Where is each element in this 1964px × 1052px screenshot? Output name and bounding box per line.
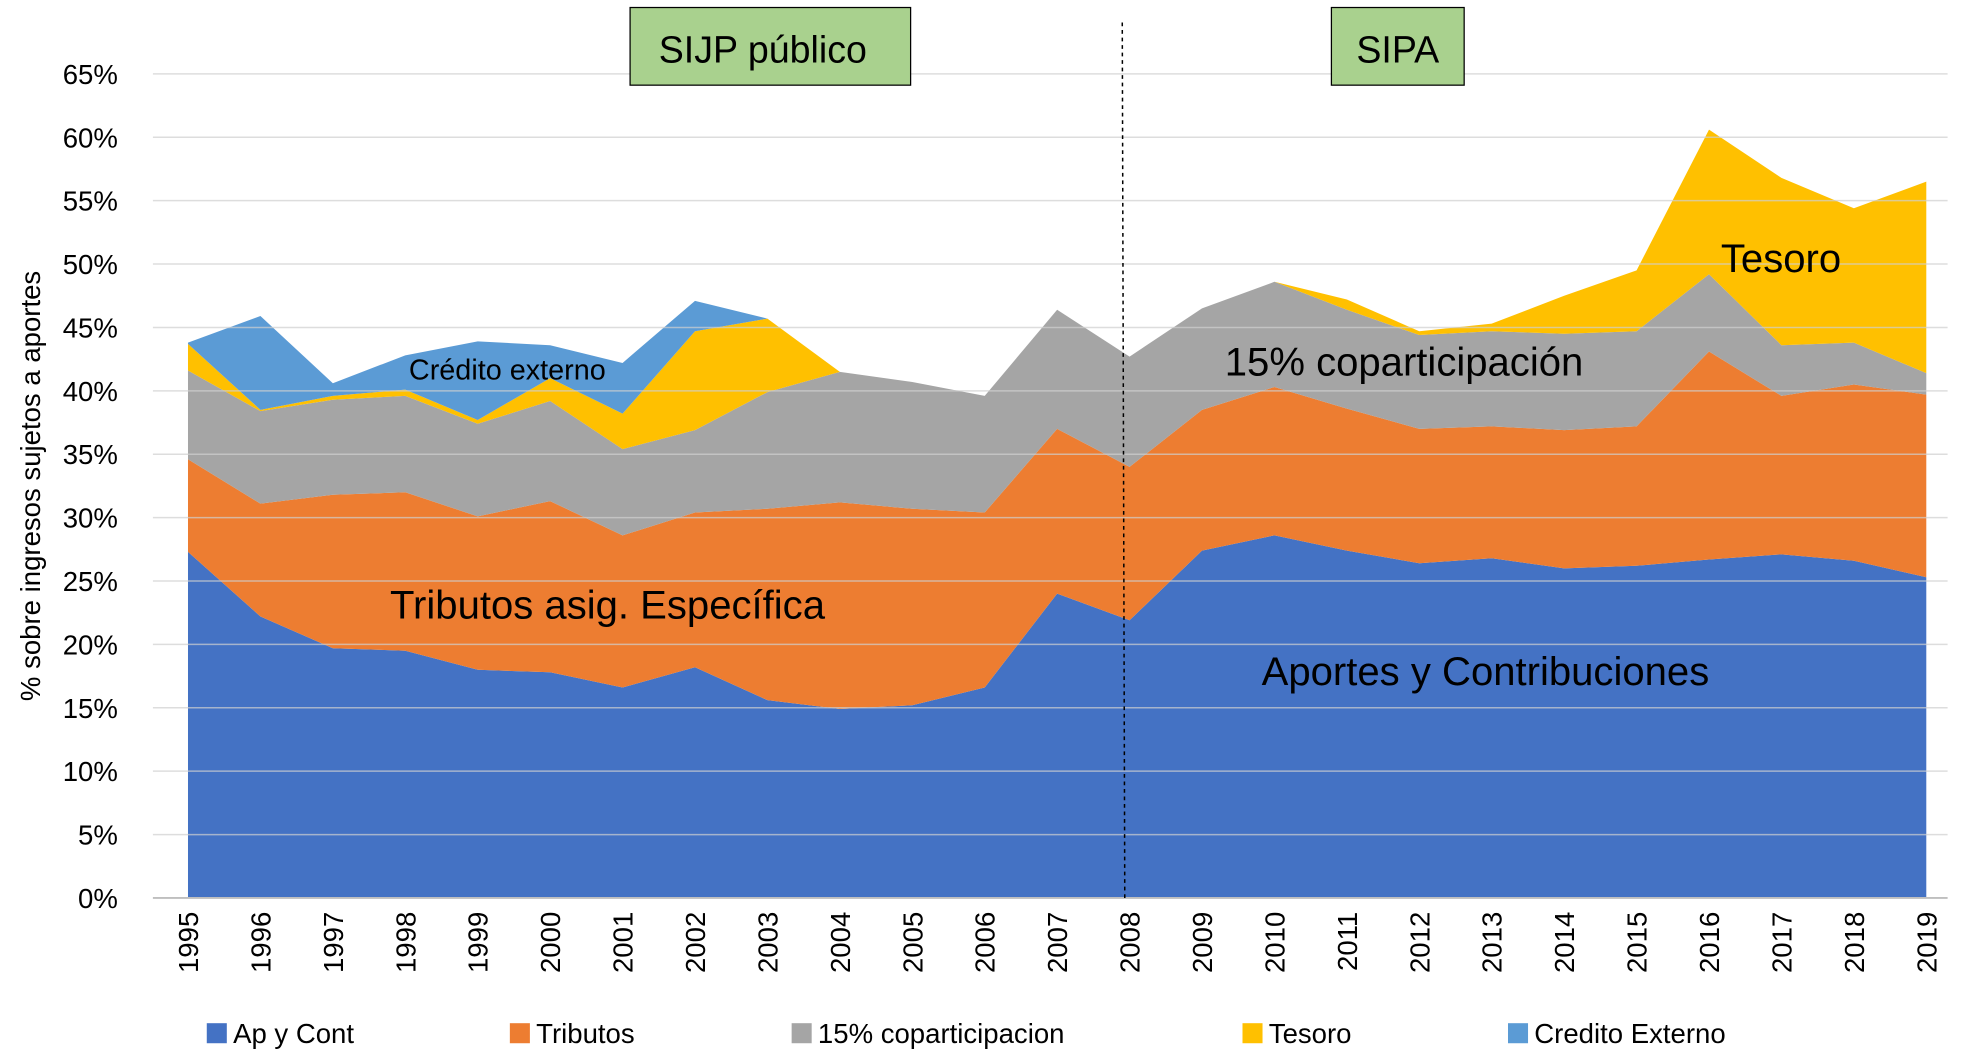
x-tick-label: 2009: [1187, 912, 1218, 973]
area: [187, 351, 1927, 710]
x-tick-label: 1998: [390, 912, 421, 973]
y-tick-label: 55%: [63, 186, 118, 217]
legend-swatch: [791, 1023, 812, 1044]
x-tick-label: 2004: [825, 912, 856, 973]
legend-label: Tesoro: [1269, 1018, 1352, 1049]
y-tick-label: 15%: [63, 693, 118, 724]
area: [187, 535, 1927, 898]
legend-label: 15% coparticipacion: [818, 1018, 1065, 1049]
area: [187, 129, 1927, 450]
x-tick-label: 2015: [1622, 912, 1653, 973]
x-tick-label: 2003: [752, 912, 783, 973]
annotation: Crédito externo: [409, 354, 606, 386]
x-tick-label: 2011: [1332, 912, 1363, 971]
x-tick-label: 2001: [608, 912, 639, 973]
x-tick-label: 2008: [1115, 912, 1146, 973]
x-tick-label: 2012: [1404, 912, 1435, 973]
divider: [1121, 22, 1126, 898]
legend-swatch: [206, 1023, 227, 1044]
legend-swatch: [1508, 1023, 1529, 1044]
x-tick-label: 2014: [1549, 912, 1580, 973]
x-tick-label: 1996: [245, 912, 276, 973]
annotation: Tributos asig. Específica: [390, 584, 826, 628]
annotation: SIPA: [1356, 29, 1439, 71]
x-tick-label: 2018: [1839, 912, 1870, 973]
legend-label: Tributos: [536, 1018, 635, 1049]
y-tick-label: 60%: [63, 122, 118, 153]
y-tick-label: 35%: [63, 439, 118, 470]
legend-swatch: [509, 1023, 530, 1044]
annotation: Aportes y Contribuciones: [1262, 650, 1710, 694]
annotation-box: [629, 6, 912, 86]
y-tick-label: 30%: [63, 503, 118, 534]
annotation: Tesoro: [1721, 237, 1841, 281]
y-tick-label: 10%: [63, 756, 118, 787]
y-tick-label: 5%: [78, 820, 118, 851]
y-tick-label: 25%: [63, 566, 118, 597]
y-tick-label: 50%: [63, 249, 118, 280]
x-tick-label: 2013: [1477, 912, 1508, 973]
areas: [187, 129, 1927, 898]
x-tick-label: 2010: [1259, 912, 1290, 973]
x-tick-label: 2007: [1042, 912, 1073, 973]
y-tick-label: 65%: [63, 59, 118, 90]
y-tick-label: 0%: [78, 883, 118, 914]
legend-label: Ap y Cont: [233, 1018, 354, 1049]
x-tick-label: 2019: [1911, 912, 1942, 973]
x-tick-label: 2017: [1766, 912, 1797, 973]
x-tick-label: 1997: [318, 912, 349, 973]
x-tick-label: 2006: [970, 912, 1001, 973]
x-tick-label: 2002: [680, 912, 711, 973]
grid: [152, 73, 1948, 899]
x-tick-label: 2000: [535, 912, 566, 973]
annotation-box: [1330, 6, 1465, 86]
x-tick-label: 2005: [897, 912, 928, 973]
y-tick-label: 20%: [63, 629, 118, 660]
area: [187, 274, 1927, 536]
y-axis-label: % sobre ingresos sujetos a aportes: [15, 271, 46, 701]
y-tick-label: 45%: [63, 312, 118, 343]
y-tick-label: 40%: [63, 376, 118, 407]
x-tick-label: 1995: [173, 912, 204, 973]
annotation: 15% coparticipación: [1225, 341, 1584, 385]
x-tick-label: 2016: [1694, 912, 1725, 973]
legend-swatch: [1242, 1023, 1263, 1044]
annotation: SIJP público: [659, 29, 867, 71]
x-tick-label: 1999: [463, 912, 494, 973]
legend-label: Credito Externo: [1534, 1018, 1725, 1049]
